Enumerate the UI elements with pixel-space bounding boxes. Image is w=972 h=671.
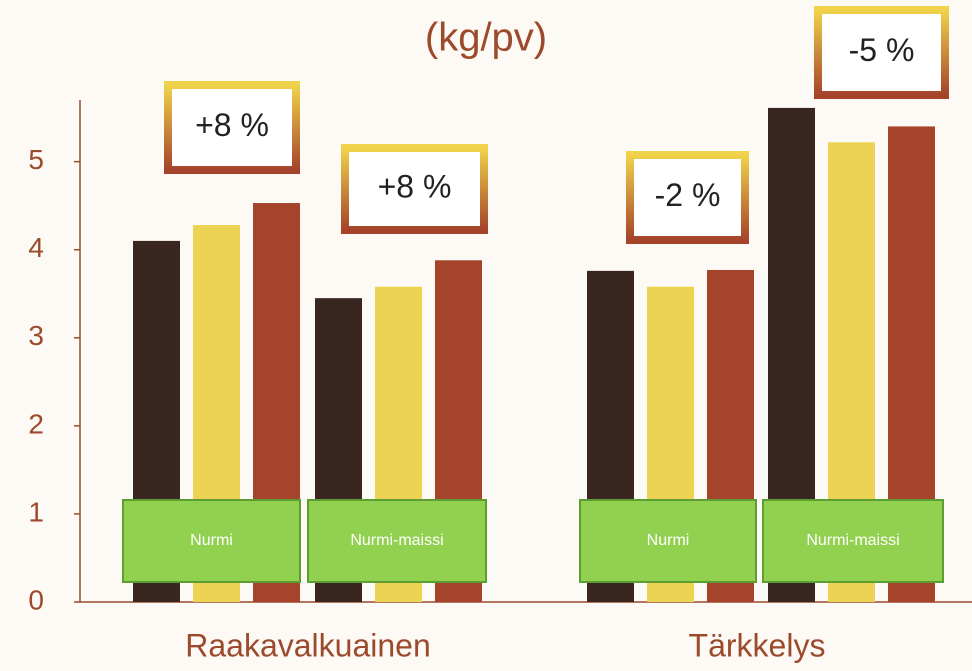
category-box — [762, 499, 944, 583]
annotation: -5 % — [849, 32, 915, 68]
category-box — [307, 499, 487, 583]
annotation: +8 % — [378, 168, 452, 204]
category-box — [579, 499, 757, 583]
y-tick-label: 0 — [28, 584, 44, 615]
annotation: +8 % — [195, 107, 269, 143]
y-tick-label: 2 — [28, 408, 44, 439]
category-box — [122, 499, 301, 583]
category-label: Nurmi — [647, 532, 690, 549]
annotation-box — [814, 6, 949, 99]
chart-title: (kg/pv) — [425, 16, 547, 60]
annotation-box — [626, 151, 749, 244]
group-label: Raakavalkuainen — [185, 627, 431, 663]
annotation-box — [164, 81, 300, 174]
category-label: Nurmi-maissi — [350, 532, 443, 549]
category-label: Nurmi — [190, 532, 233, 549]
category-label: Nurmi-maissi — [806, 532, 899, 549]
y-tick-label: 3 — [28, 320, 44, 351]
annotation-box — [341, 144, 488, 234]
annotation: -2 % — [655, 177, 721, 213]
y-tick-label: 5 — [28, 144, 44, 175]
group-label: Tärkkelys — [689, 627, 826, 663]
y-tick-label: 1 — [28, 496, 44, 527]
y-tick-label: 4 — [28, 232, 44, 263]
